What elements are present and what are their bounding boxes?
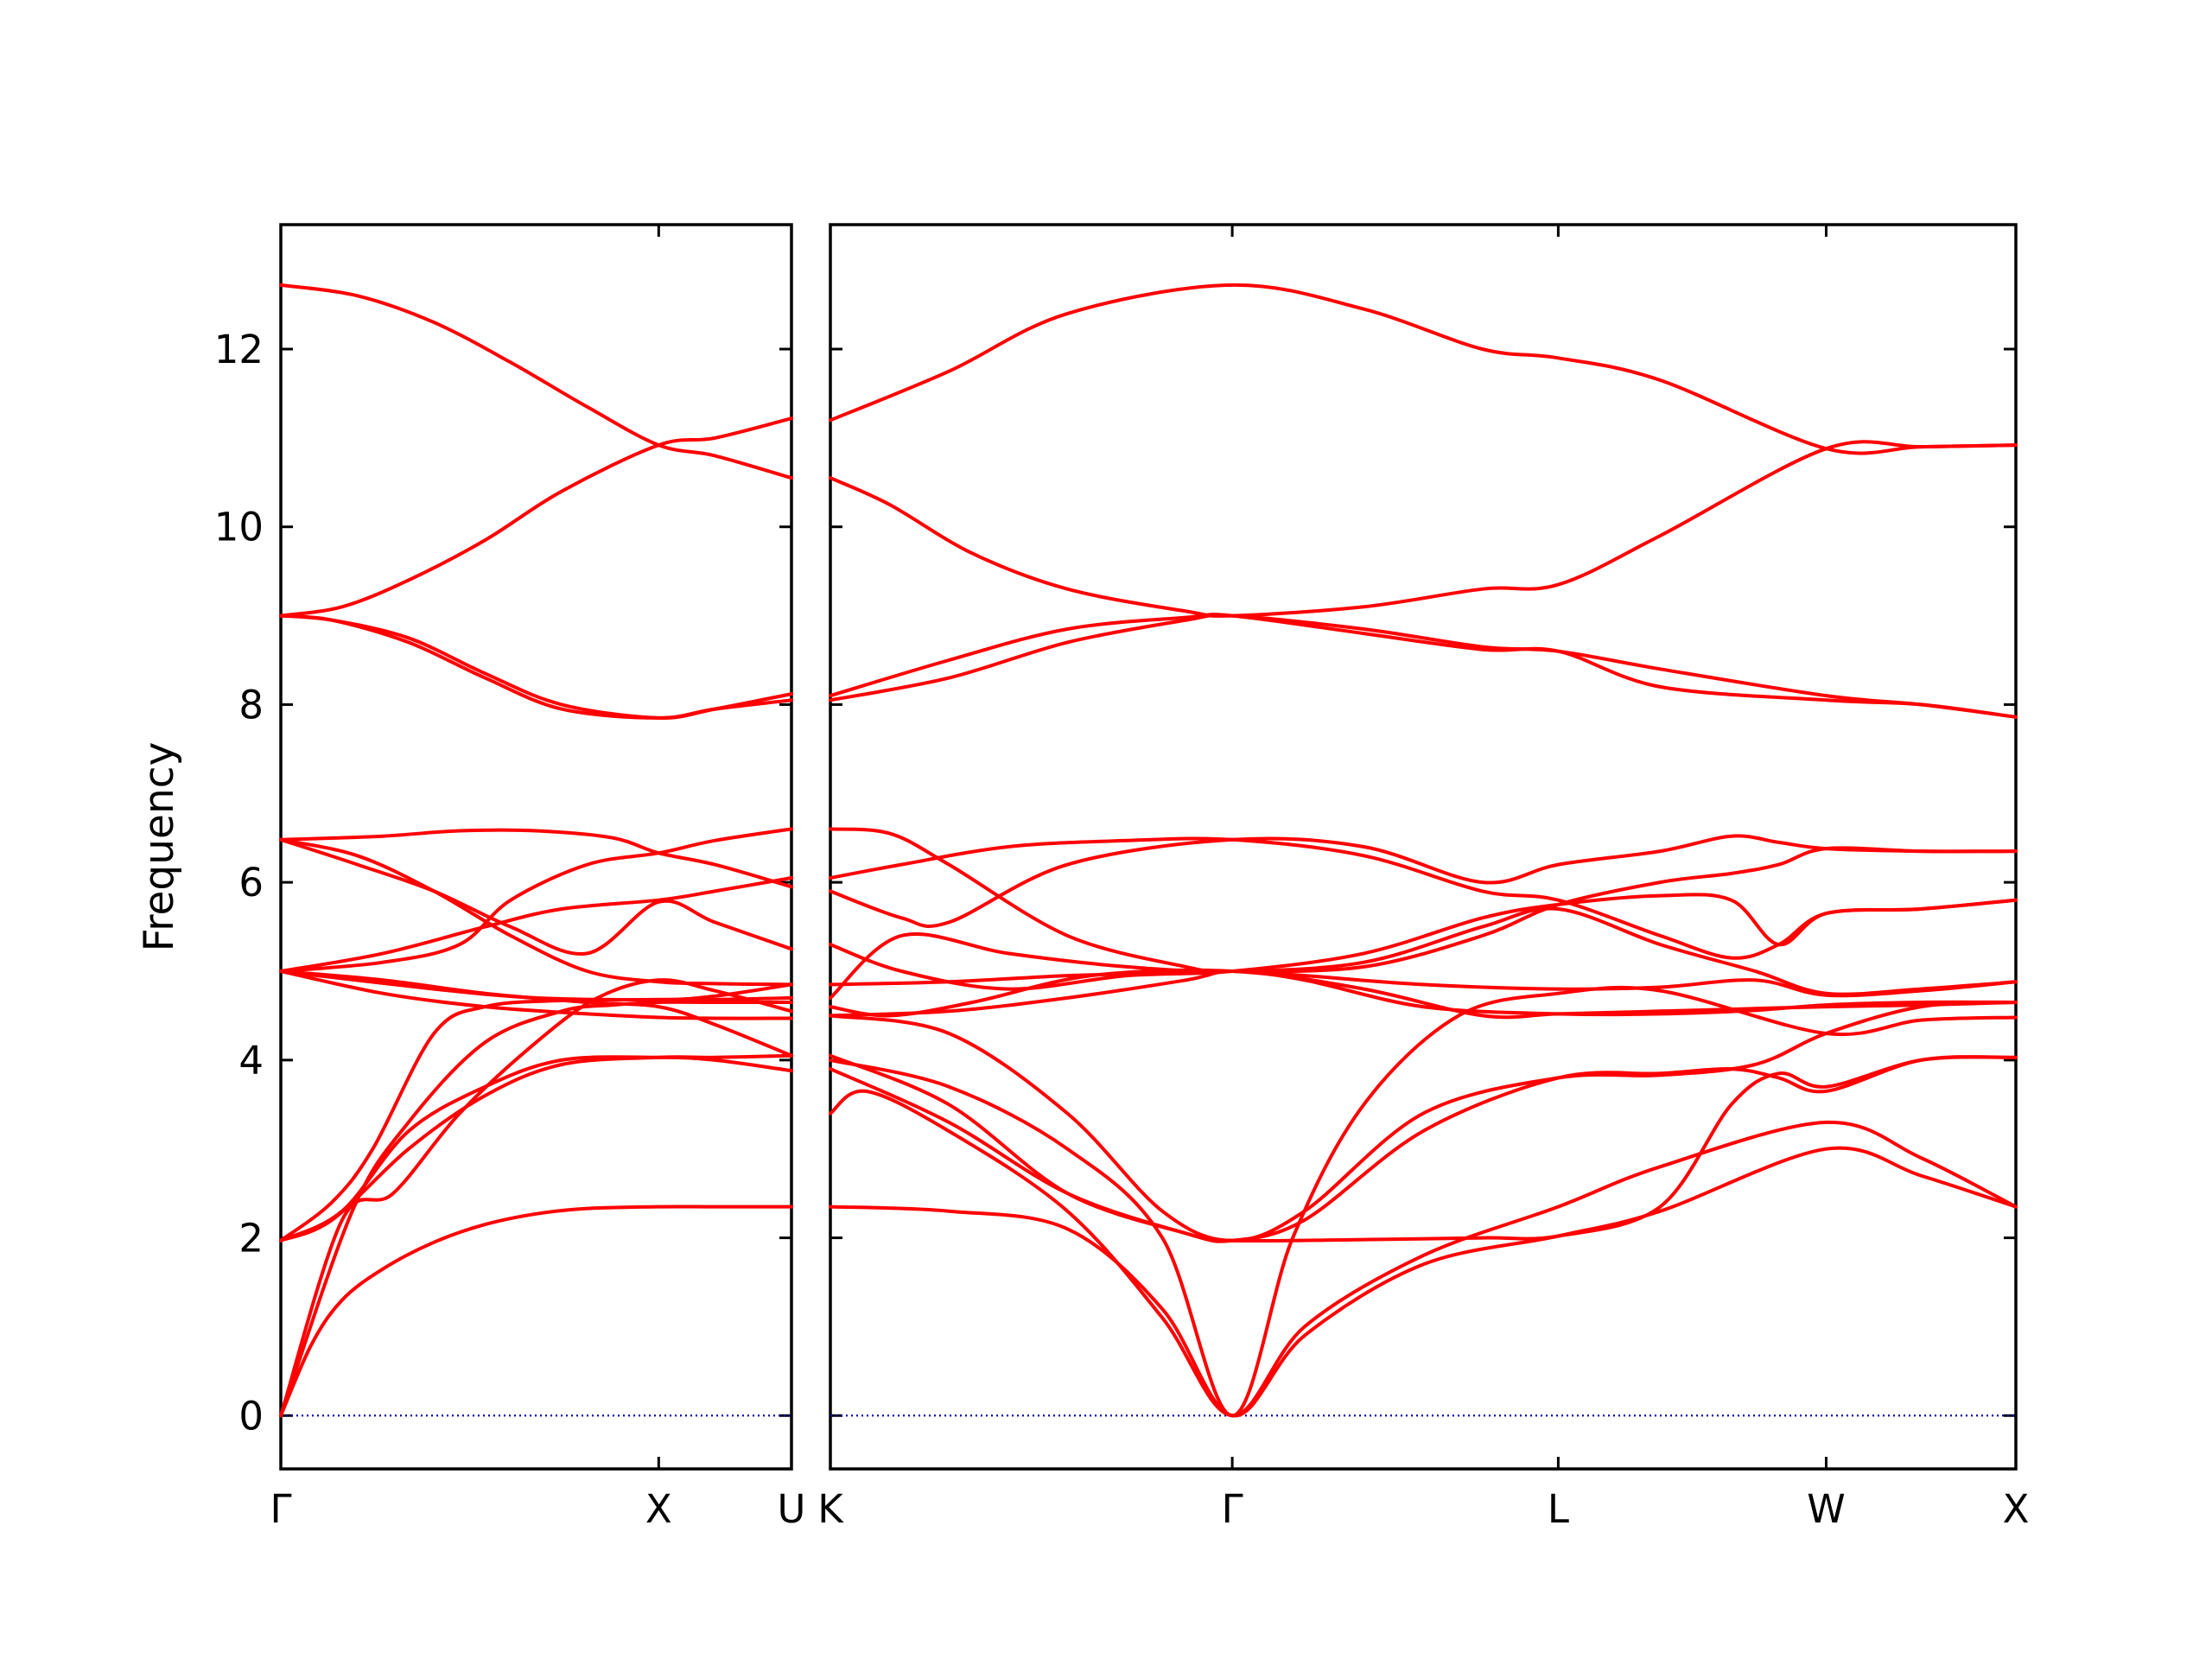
- phonon-branch: [829, 1001, 2018, 1243]
- phonon-branch: [829, 836, 2018, 960]
- y-tick-label: 12: [214, 327, 264, 372]
- phonon-branch: [279, 837, 793, 987]
- phonon-branch: [829, 1055, 2018, 1243]
- y-tick-labels: 0 2 4 6 8 10 12: [214, 327, 264, 1439]
- phonon-branch: [279, 416, 793, 618]
- x-tick-label: W: [1807, 1486, 1846, 1532]
- phonon-branch: [279, 876, 793, 973]
- phonon-branch: [279, 969, 793, 1058]
- phonon-branch: [829, 969, 2018, 998]
- y-tick-label: 10: [214, 505, 264, 550]
- phonon-branch: [829, 1146, 2018, 1418]
- phonon-branch: [279, 995, 793, 1243]
- phonon-branch: [279, 969, 793, 1002]
- phonon-branch: [279, 283, 793, 480]
- phonon-branch: [279, 613, 793, 720]
- y-tick-label: 2: [238, 1216, 264, 1262]
- phonon-branch: [279, 613, 793, 720]
- y-tick-label: 6: [238, 860, 264, 906]
- phonon-branch: [279, 969, 793, 1020]
- panel-branches: [829, 283, 2018, 1418]
- y-tick-label: 0: [238, 1393, 264, 1439]
- x-tick-label: K: [817, 1486, 844, 1532]
- phonon-branch: [829, 893, 2018, 991]
- x-tick-label: X: [645, 1486, 672, 1532]
- y-tick-label: 4: [238, 1038, 264, 1084]
- phonon-branch: [279, 1055, 793, 1243]
- phonon-branch: [279, 828, 793, 889]
- phonon-branch: [829, 283, 2018, 455]
- phonon-branch: [829, 827, 2018, 974]
- panel-branches: [279, 283, 793, 1418]
- panel-frame: [829, 223, 2018, 1471]
- phonon-branch: [829, 613, 2018, 719]
- panel-frame: [279, 223, 793, 1471]
- y-tick-label: 8: [238, 682, 264, 728]
- x-tick-label: L: [1548, 1486, 1569, 1532]
- x-tick-label: Γ: [1222, 1486, 1243, 1532]
- x-tick-label: X: [2003, 1486, 2030, 1532]
- phonon-branch: [829, 440, 2018, 618]
- phonon-branch: [829, 985, 2018, 1418]
- y-axis-label: Frequency: [136, 742, 183, 952]
- x-tick-label: Γ: [270, 1486, 291, 1532]
- phonon-branch: [279, 827, 793, 973]
- phonon-branch: [829, 906, 2018, 1000]
- panel-ticks: [281, 225, 791, 1469]
- phonon-branch: [829, 1089, 2018, 1418]
- phonon-branch: [279, 837, 793, 957]
- phonon-branch: [829, 968, 2018, 1020]
- x-tick-label: U: [778, 1486, 806, 1532]
- phonon-branch: [279, 1205, 793, 1418]
- phonon-branch: [829, 613, 2018, 719]
- phonon-branch: [279, 1000, 793, 1418]
